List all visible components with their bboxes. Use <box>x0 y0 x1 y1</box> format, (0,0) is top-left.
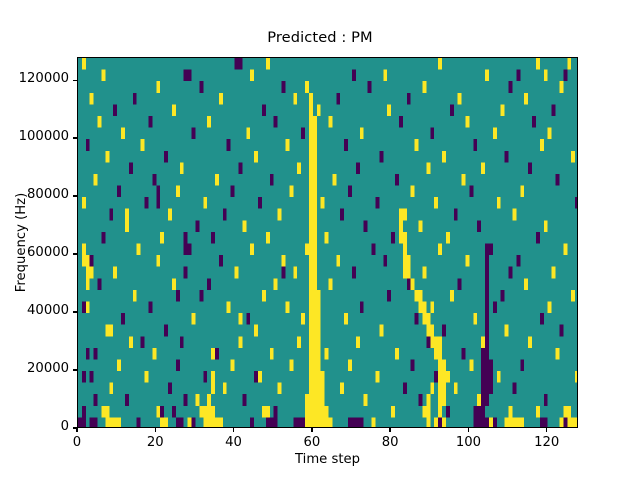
y-tick-mark <box>73 427 77 429</box>
x-tick-label: 80 <box>381 435 399 450</box>
x-tick-mark <box>389 428 391 432</box>
y-tick-mark <box>73 311 77 313</box>
x-tick-label: 20 <box>146 435 164 450</box>
y-axis-ticks: 0 20000 40000 60000 80000 100000 120000 <box>0 0 77 480</box>
y-tick-label: 100000 <box>18 129 69 145</box>
y-tick-mark <box>73 253 77 255</box>
heatmap-image <box>78 58 577 427</box>
heatmap-axes <box>77 57 578 428</box>
x-tick-mark <box>232 428 235 432</box>
page-title: Predicted : PM <box>267 29 373 46</box>
x-axis-label: Time step <box>295 452 360 467</box>
x-tick-label: 0 <box>72 435 82 450</box>
y-tick-mark <box>73 137 77 139</box>
x-tick-label: 100 <box>455 435 481 450</box>
x-tick-mark <box>467 428 470 432</box>
y-tick-mark <box>73 369 77 371</box>
y-tick-label: 60000 <box>27 245 69 261</box>
x-tick-mark <box>76 428 78 432</box>
x-tick-label: 120 <box>534 435 560 450</box>
y-tick-mark <box>73 195 77 197</box>
y-tick-mark <box>73 79 77 81</box>
y-tick-label: 0 <box>60 419 69 434</box>
x-tick-mark <box>546 428 548 432</box>
y-tick-label: 120000 <box>18 71 69 87</box>
y-axis-label: Frequency (Hz) <box>14 192 29 293</box>
y-tick-label: 40000 <box>27 303 69 319</box>
x-tick-mark <box>311 428 313 432</box>
x-tick-label: 40 <box>225 435 242 450</box>
x-tick-label: 60 <box>303 435 321 450</box>
x-tick-mark <box>154 428 156 432</box>
x-axis-ticks: 0 20 40 60 80 100 120 <box>0 428 640 480</box>
y-tick-label: 20000 <box>27 361 69 377</box>
y-tick-label: 80000 <box>27 187 69 203</box>
